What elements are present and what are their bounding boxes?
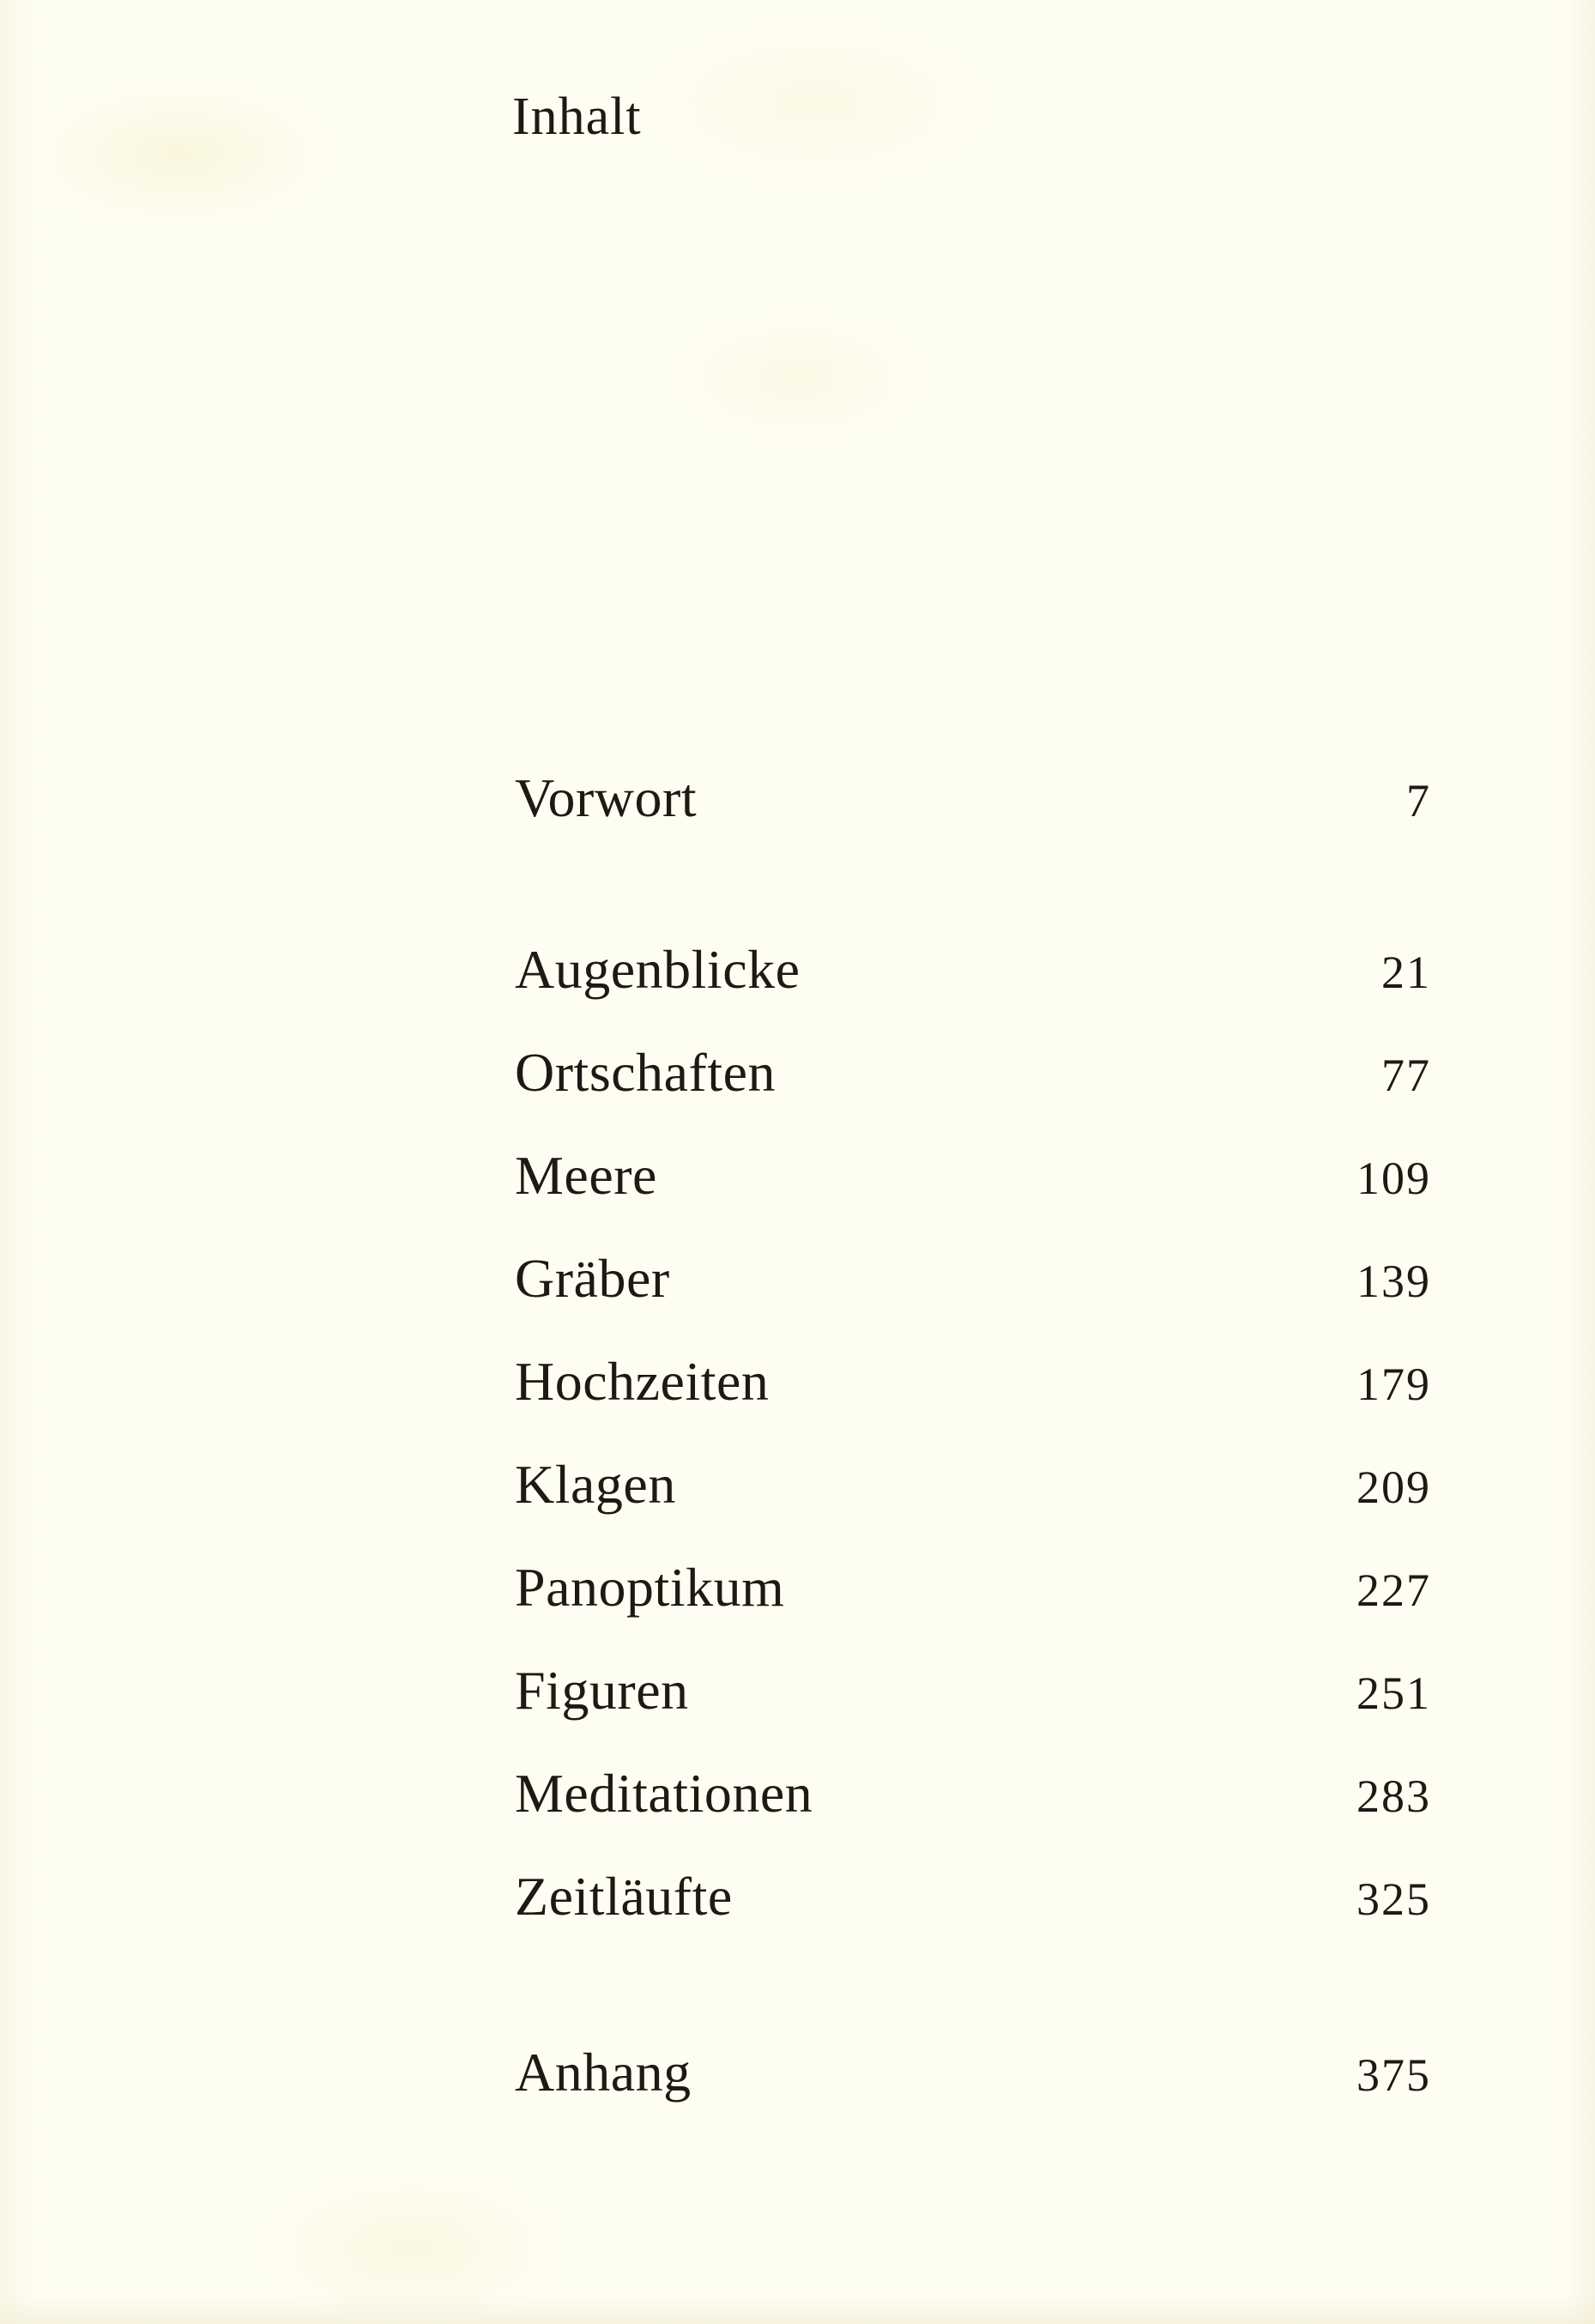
chapter-title: Vorwort — [515, 767, 698, 828]
toc-row: Hochzeiten 179 — [515, 1354, 1431, 1409]
page-number: 179 — [1356, 1359, 1431, 1410]
page-number: 325 — [1356, 1873, 1431, 1925]
toc-row: Panoptikum 227 — [515, 1560, 1431, 1615]
page-number: 139 — [1356, 1256, 1431, 1307]
chapter-title: Zeitläufte — [515, 1866, 733, 1927]
chapter-title: Ortschaften — [515, 1042, 776, 1103]
toc-row: Meditationen 283 — [515, 1766, 1431, 1821]
toc-row: Klagen 209 — [515, 1457, 1431, 1512]
toc-row: Figuren 251 — [515, 1663, 1431, 1718]
chapter-title: Augenblicke — [515, 939, 801, 1000]
chapter-title: Meditationen — [515, 1763, 813, 1824]
toc-row: Vorwort 7 — [515, 771, 1431, 826]
page-number: 227 — [1356, 1564, 1431, 1616]
toc-row: Ortschaften 77 — [515, 1045, 1431, 1100]
chapter-title: Anhang — [515, 2042, 692, 2103]
chapter-title: Klagen — [515, 1454, 676, 1515]
chapter-title: Hochzeiten — [515, 1351, 770, 1412]
page-number: 251 — [1356, 1667, 1431, 1719]
toc-row: Meere 109 — [515, 1148, 1431, 1203]
page-number: 77 — [1381, 1050, 1431, 1101]
page-number: 375 — [1356, 2049, 1431, 2101]
toc-row: Anhang 375 — [515, 2045, 1431, 2100]
page-number: 21 — [1381, 947, 1431, 998]
toc-row: Augenblicke 21 — [515, 942, 1431, 997]
page-title: Inhalt — [512, 88, 642, 146]
page-number: 109 — [1356, 1153, 1431, 1204]
chapter-title: Meere — [515, 1145, 657, 1206]
page-number: 7 — [1406, 775, 1431, 826]
page-number: 283 — [1356, 1770, 1431, 1822]
chapter-title: Panoptikum — [515, 1557, 785, 1618]
toc-row: Gräber 139 — [515, 1251, 1431, 1306]
page-number: 209 — [1356, 1462, 1431, 1513]
toc-row: Zeitläufte 325 — [515, 1869, 1431, 1924]
chapter-title: Gräber — [515, 1248, 670, 1309]
chapter-title: Figuren — [515, 1660, 689, 1721]
